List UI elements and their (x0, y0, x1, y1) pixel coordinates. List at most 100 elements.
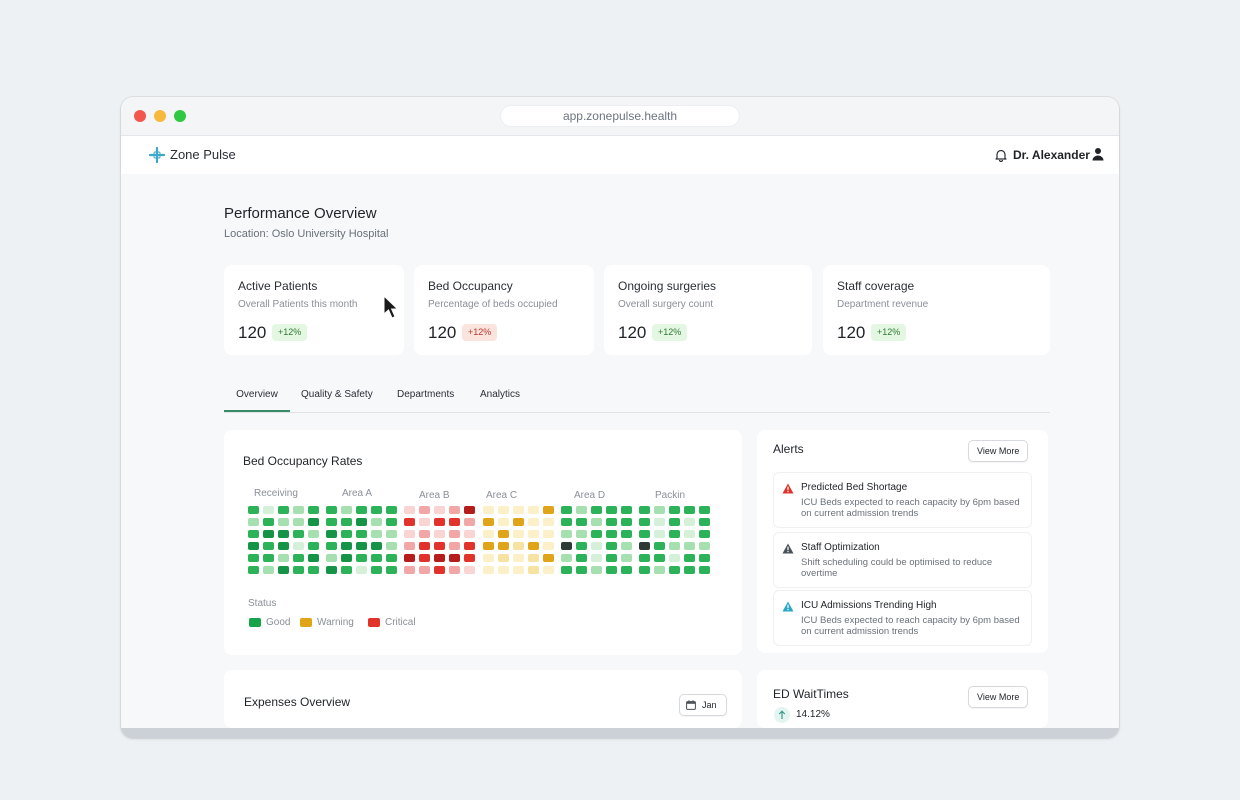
maximize-window-button[interactable] (174, 110, 186, 122)
heatmap-cell[interactable] (561, 566, 572, 574)
heatmap-cell[interactable] (513, 518, 524, 526)
heatmap-cell[interactable] (576, 506, 587, 514)
heatmap-cell[interactable] (498, 506, 509, 514)
heatmap-cell[interactable] (449, 542, 460, 550)
heatmap-cell[interactable] (404, 530, 415, 538)
heatmap-cell[interactable] (576, 566, 587, 574)
heatmap-cell[interactable] (639, 566, 650, 574)
alert-item[interactable]: Staff Optimization Shift scheduling coul… (773, 532, 1032, 588)
heatmap-cell[interactable] (654, 518, 665, 526)
heatmap-cell[interactable] (449, 566, 460, 574)
heatmap-cell[interactable] (356, 542, 367, 550)
heatmap-cell[interactable] (483, 566, 494, 574)
heatmap-cell[interactable] (341, 518, 352, 526)
tab-departments[interactable]: Departments (397, 389, 455, 400)
heatmap-cell[interactable] (386, 554, 397, 562)
heatmap-cell[interactable] (326, 530, 337, 538)
heatmap-cell[interactable] (248, 530, 259, 538)
heatmap-cell[interactable] (699, 566, 710, 574)
heatmap-cell[interactable] (669, 566, 680, 574)
heatmap-cell[interactable] (434, 518, 445, 526)
heatmap-cell[interactable] (483, 530, 494, 538)
kpi-card-bed-occupancy[interactable]: Bed Occupancy Percentage of beds occupie… (414, 265, 594, 355)
heatmap-cell[interactable] (669, 554, 680, 562)
heatmap-cell[interactable] (684, 530, 695, 538)
heatmap-cell[interactable] (528, 554, 539, 562)
heatmap-cell[interactable] (606, 506, 617, 514)
heatmap-cell[interactable] (308, 542, 319, 550)
heatmap-cell[interactable] (498, 554, 509, 562)
heatmap-cell[interactable] (278, 530, 289, 538)
heatmap-cell[interactable] (434, 506, 445, 514)
heatmap-cell[interactable] (639, 506, 650, 514)
heatmap-cell[interactable] (386, 518, 397, 526)
heatmap-cell[interactable] (699, 518, 710, 526)
heatmap-cell[interactable] (293, 554, 304, 562)
heatmap-cell[interactable] (699, 506, 710, 514)
heatmap-cell[interactable] (621, 542, 632, 550)
heatmap-cell[interactable] (278, 566, 289, 574)
heatmap-cell[interactable] (498, 530, 509, 538)
heatmap-cell[interactable] (263, 542, 274, 550)
plus-cross-logo-icon[interactable] (149, 147, 165, 163)
heatmap-cell[interactable] (606, 542, 617, 550)
heatmap-cell[interactable] (326, 554, 337, 562)
heatmap-cell[interactable] (464, 530, 475, 538)
heatmap-cell[interactable] (543, 566, 554, 574)
heatmap-cell[interactable] (356, 566, 367, 574)
month-picker-button[interactable]: Jan (679, 694, 727, 716)
heatmap-cell[interactable] (483, 554, 494, 562)
heatmap-cell[interactable] (654, 542, 665, 550)
heatmap-cell[interactable] (263, 530, 274, 538)
heatmap-cell[interactable] (606, 530, 617, 538)
heatmap-cell[interactable] (576, 530, 587, 538)
heatmap-cell[interactable] (684, 554, 695, 562)
heatmap-cell[interactable] (341, 530, 352, 538)
heatmap-cell[interactable] (248, 506, 259, 514)
heatmap-cell[interactable] (419, 566, 430, 574)
heatmap-cell[interactable] (419, 554, 430, 562)
heatmap-cell[interactable] (543, 506, 554, 514)
heatmap-cell[interactable] (371, 566, 382, 574)
heatmap-cell[interactable] (371, 518, 382, 526)
heatmap-cell[interactable] (464, 554, 475, 562)
heatmap-cell[interactable] (449, 554, 460, 562)
heatmap-cell[interactable] (621, 554, 632, 562)
heatmap-cell[interactable] (561, 530, 572, 538)
heatmap-cell[interactable] (591, 566, 602, 574)
heatmap-cell[interactable] (371, 506, 382, 514)
heatmap-cell[interactable] (356, 554, 367, 562)
heatmap-cell[interactable] (528, 566, 539, 574)
heatmap-cell[interactable] (248, 518, 259, 526)
heatmap-cell[interactable] (371, 542, 382, 550)
user-name[interactable]: Dr. Alexander (1013, 148, 1090, 162)
heatmap-cell[interactable] (404, 566, 415, 574)
heatmap-cell[interactable] (278, 506, 289, 514)
url-bar[interactable]: app.zonepulse.health (500, 105, 740, 127)
heatmap-cell[interactable] (543, 554, 554, 562)
heatmap-cell[interactable] (669, 506, 680, 514)
heatmap-cell[interactable] (498, 542, 509, 550)
heatmap-cell[interactable] (263, 554, 274, 562)
heatmap-cell[interactable] (293, 506, 304, 514)
heatmap-cell[interactable] (591, 506, 602, 514)
heatmap-cell[interactable] (498, 518, 509, 526)
heatmap-cell[interactable] (404, 542, 415, 550)
heatmap-cell[interactable] (419, 542, 430, 550)
heatmap-cell[interactable] (341, 542, 352, 550)
heatmap-cell[interactable] (326, 566, 337, 574)
heatmap-cell[interactable] (699, 530, 710, 538)
heatmap-cell[interactable] (278, 542, 289, 550)
heatmap-cell[interactable] (513, 506, 524, 514)
heatmap-cell[interactable] (621, 518, 632, 526)
heatmap-cell[interactable] (404, 518, 415, 526)
heatmap-cell[interactable] (654, 566, 665, 574)
heatmap-cell[interactable] (543, 530, 554, 538)
heatmap-cell[interactable] (434, 566, 445, 574)
heatmap-cell[interactable] (684, 542, 695, 550)
heatmap-cell[interactable] (464, 542, 475, 550)
heatmap-cell[interactable] (483, 542, 494, 550)
heatmap-cell[interactable] (404, 506, 415, 514)
heatmap-cell[interactable] (386, 506, 397, 514)
heatmap-cell[interactable] (371, 530, 382, 538)
